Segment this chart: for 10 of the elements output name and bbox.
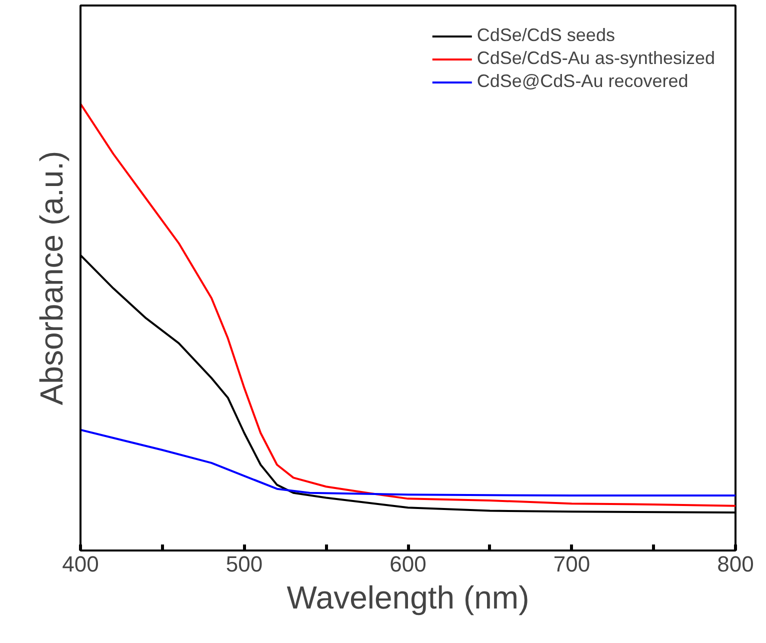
x-tick-label: 500: [226, 552, 263, 576]
x-tick-label: 400: [62, 552, 99, 576]
legend-label: CdSe@CdS-Au recovered: [476, 71, 688, 92]
legend-label: CdSe/CdS seeds: [476, 25, 615, 46]
y-axis-title: Absorbance (a.u.): [34, 150, 70, 406]
legend-label: CdSe/CdS-Au as-synthesized: [476, 48, 715, 69]
x-tick-label: 700: [553, 552, 590, 576]
x-tick-label: 600: [390, 552, 426, 576]
x-axis-title: Wavelength (nm): [286, 580, 530, 616]
x-tick-label: 800: [717, 552, 754, 576]
